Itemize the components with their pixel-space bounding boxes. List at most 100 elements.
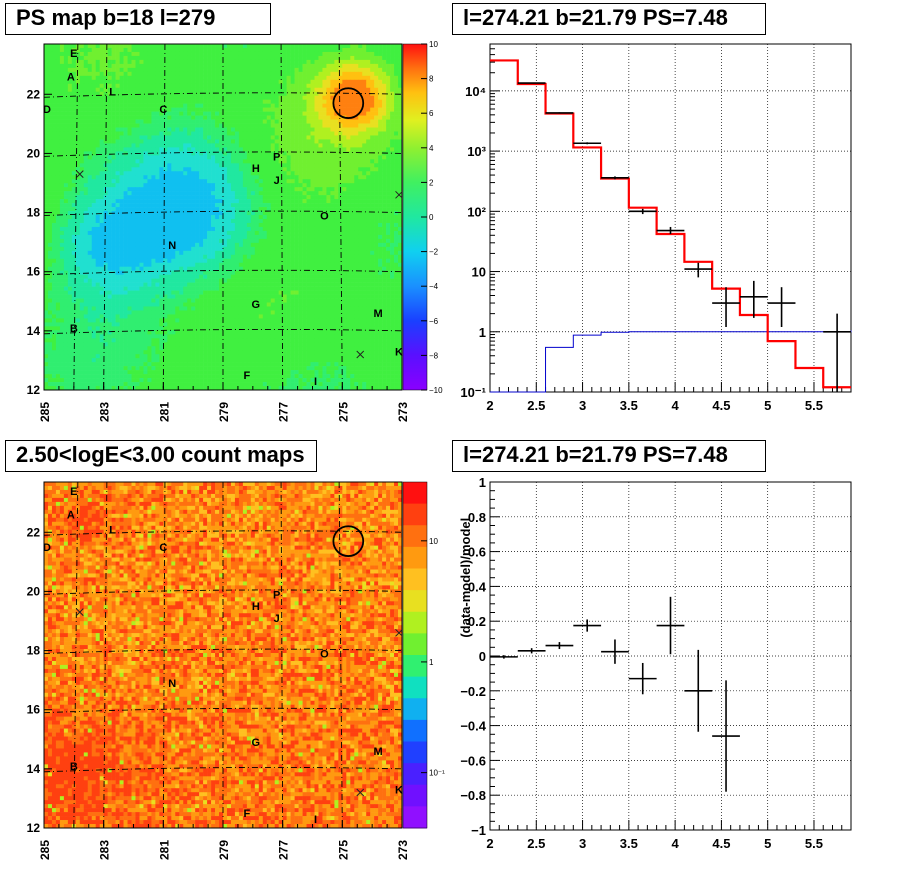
source-label-K: K — [395, 347, 403, 359]
x-tick-label: 275 — [336, 840, 350, 860]
cross-marker — [75, 170, 84, 178]
source-label-A: A — [67, 510, 75, 522]
y-tick-label: −0.4 — [460, 719, 486, 734]
residual-panel: −1 −0.8 −0.6 −0.4 −0.2 0 0.2 0.4 0.6 0.8 1 2 2.5 3 3.5… — [458, 475, 852, 851]
y-tick-label: 0.2 — [468, 614, 486, 629]
source-label-P: P — [273, 151, 280, 163]
colorbar-tick-label: 2 — [429, 178, 434, 187]
x-tick-label: 279 — [217, 402, 231, 422]
y-tick-label: 10⁻¹ — [460, 385, 486, 400]
model-total-line — [490, 59, 851, 389]
x-tick-label: 3.5 — [620, 836, 638, 851]
x-tick-label: 3.5 — [620, 398, 638, 413]
source-label-N: N — [168, 240, 176, 252]
y-tick-label: 0.6 — [468, 545, 486, 560]
source-label-E: E — [70, 48, 77, 60]
x-tick-label: 273 — [396, 840, 410, 860]
source-label-E: E — [70, 486, 77, 498]
plot-frame — [489, 43, 852, 393]
colorbar-band — [403, 525, 427, 548]
colorbar-tick-label: 4 — [429, 144, 434, 153]
colorbar-tick-label: 6 — [429, 109, 434, 118]
colorbar-band — [403, 698, 427, 721]
y-tick-label: 14 — [27, 324, 41, 338]
x-tick-label: 285 — [38, 402, 52, 422]
colorbar-tick-label: 0 — [429, 213, 434, 222]
x-tick-label: 277 — [277, 840, 291, 860]
colorbar-band — [403, 611, 427, 634]
y-tick-label: 16 — [27, 265, 41, 279]
y-tick-label: 18 — [27, 206, 41, 220]
title-residuals: l=274.21 b=21.79 PS=7.48 — [452, 440, 766, 472]
y-tick-label: 20 — [27, 146, 41, 160]
source-label-F: F — [243, 370, 250, 382]
x-tick-label: 4.5 — [712, 398, 730, 413]
source-label-N: N — [168, 678, 176, 690]
source-label-O: O — [320, 649, 329, 661]
cross-marker — [395, 628, 403, 637]
source-label-D: D — [43, 104, 51, 116]
colorbar-band — [403, 482, 427, 505]
colorbar-band — [403, 806, 427, 829]
colorbar-band — [403, 719, 427, 742]
y-tick-label: 0.4 — [468, 579, 487, 594]
source-label-F: F — [243, 808, 250, 820]
title-ps-map: PS map b=18 l=279 — [5, 3, 271, 35]
colorbar-frame — [402, 43, 428, 391]
colorbar-tick-label: −4 — [429, 282, 439, 291]
y-tick-label: 1 — [479, 325, 486, 340]
x-tick-label: 2 — [486, 398, 493, 413]
source-label-J: J — [274, 175, 280, 187]
y-tick-label: 10² — [467, 204, 486, 219]
x-tick-label: 2.5 — [527, 836, 545, 851]
cross-marker — [356, 788, 365, 797]
y-tick-label: −1 — [471, 823, 486, 838]
x-tick-label: 4 — [672, 398, 680, 413]
colorbar-tick-label: −10 — [429, 386, 443, 395]
source-label-C: C — [159, 104, 167, 116]
y-tick-label: 22 — [27, 525, 41, 539]
x-tick-label: 2.5 — [527, 398, 545, 413]
x-tick-label: 283 — [98, 840, 112, 860]
ps-circle — [332, 87, 365, 119]
source-label-D: D — [43, 542, 51, 554]
source-label-B: B — [70, 323, 78, 335]
title-spectrum: l=274.21 b=21.79 PS=7.48 — [452, 3, 766, 35]
source-label-O: O — [320, 211, 329, 223]
colorbar-band — [403, 763, 427, 786]
x-tick-label: 5.5 — [805, 398, 823, 413]
y-tick-label: 22 — [27, 87, 41, 101]
colorbar-band — [403, 655, 427, 678]
colorbar-band — [403, 568, 427, 591]
map-graticule — [44, 44, 402, 390]
y-tick-label: 0 — [479, 649, 486, 664]
y-tick-label: −0.6 — [460, 753, 486, 768]
colorbar-tick-label: 10 — [429, 537, 438, 546]
y-tick-label: 12 — [27, 821, 41, 835]
x-tick-label: 281 — [157, 402, 171, 422]
x-tick-label: 285 — [38, 840, 52, 860]
y-tick-label: 0.8 — [468, 510, 486, 525]
y-tick-label: 20 — [27, 584, 41, 598]
x-tick-label: 281 — [157, 840, 171, 860]
source-label-H: H — [252, 601, 260, 613]
y-tick-label: 10 — [472, 265, 486, 280]
background-model-line — [490, 330, 852, 393]
x-tick-label: 283 — [98, 402, 112, 422]
colorbar-tick-label: 8 — [429, 75, 434, 84]
x-tick-label: 5.5 — [805, 836, 823, 851]
source-label-K: K — [395, 785, 403, 797]
source-label-M: M — [374, 308, 383, 320]
colorbar-tick-label: −2 — [429, 248, 439, 257]
source-label-J: J — [274, 613, 280, 625]
x-tick-label: 279 — [217, 840, 231, 860]
source-label-G: G — [252, 737, 261, 749]
y-tick-label: 14 — [27, 762, 41, 776]
y-tick-label: 10⁴ — [465, 84, 486, 99]
cross-marker — [395, 190, 403, 199]
spectrum-panel: 10⁻¹ 1 10 10² 10³ 10⁴ 2 2.5 3 3.5 4 4.5 5 5.5 — [460, 43, 852, 413]
colorbar-band — [403, 784, 427, 807]
x-tick-label: 4.5 — [712, 836, 730, 851]
heatmap-cells — [44, 482, 402, 828]
